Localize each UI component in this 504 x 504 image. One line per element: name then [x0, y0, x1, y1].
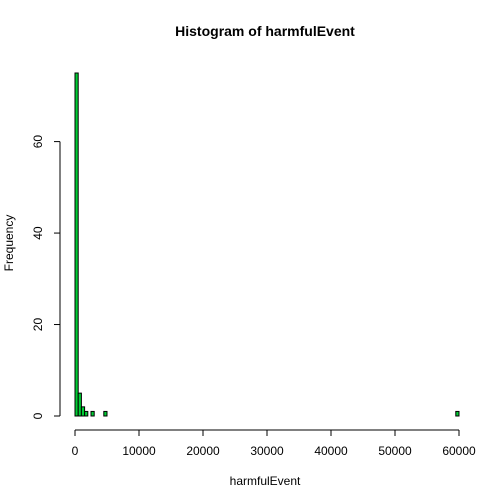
histogram-bar [74, 72, 79, 417]
y-tick-label: 0 [31, 412, 45, 419]
y-tick-label: 60 [31, 135, 45, 149]
x-tick-label: 20000 [186, 444, 220, 458]
histogram-bar [103, 410, 108, 417]
x-tick-label: 30000 [250, 444, 284, 458]
x-tick-label: 60000 [442, 444, 476, 458]
bars-group [74, 72, 460, 417]
x-tick-label: 0 [72, 444, 79, 458]
histogram-bar [84, 410, 89, 417]
chart-title: Histogram of harmfulEvent [175, 23, 355, 39]
y-axis-label: Frequency [2, 215, 16, 272]
histogram-bar [455, 410, 460, 417]
x-axis: 0 10000 20000 30000 40000 50000 60000 [72, 429, 476, 458]
histogram-bar [90, 410, 95, 417]
x-axis-label: harmfulEvent [230, 474, 301, 488]
x-tick-label: 10000 [122, 444, 156, 458]
x-tick-label: 50000 [378, 444, 412, 458]
y-axis: 0 20 40 60 [31, 135, 61, 419]
y-tick-label: 40 [31, 226, 45, 240]
histogram-bar [77, 392, 82, 417]
x-tick-label: 40000 [314, 444, 348, 458]
y-tick-label: 20 [31, 318, 45, 332]
